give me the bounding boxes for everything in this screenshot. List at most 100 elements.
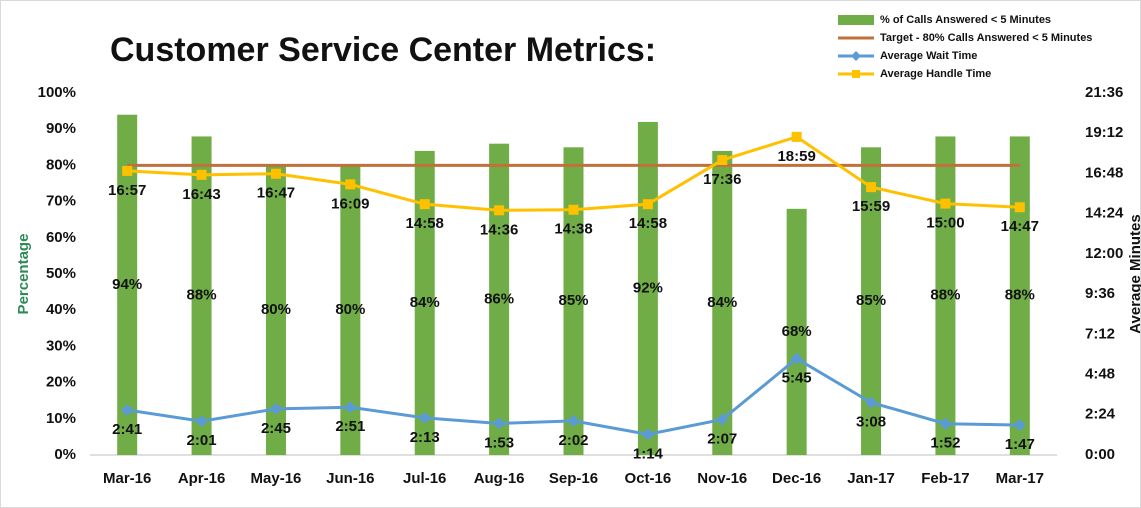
y-tick-label: 80% bbox=[46, 156, 76, 173]
point-marker bbox=[1014, 202, 1025, 213]
y-tick-label: 70% bbox=[46, 193, 76, 210]
chart-title: Customer Service Center Metrics: bbox=[110, 31, 656, 69]
y2-tick-label: 7:12 bbox=[1085, 325, 1115, 342]
bar bbox=[117, 114, 138, 455]
bar-value-label: 88% bbox=[1005, 287, 1035, 304]
point-marker bbox=[493, 417, 506, 430]
x-tick-label: May-16 bbox=[251, 470, 302, 487]
point-marker bbox=[270, 168, 281, 179]
y2-tick-label: 16:48 bbox=[1085, 164, 1123, 181]
x-tick-label: Jul-16 bbox=[403, 470, 446, 487]
y2-tick-label: 4:48 bbox=[1085, 366, 1115, 383]
point-value-label: 3:08 bbox=[856, 413, 886, 430]
point-marker bbox=[717, 155, 728, 166]
point-value-label: 15:00 bbox=[926, 215, 964, 232]
x-tick-label: Jun-16 bbox=[326, 470, 374, 487]
y-tick-label: 10% bbox=[46, 410, 76, 427]
point-value-label: 14:58 bbox=[406, 215, 444, 232]
point-value-label: 16:47 bbox=[257, 185, 295, 202]
legend-label: Target - 80% Calls Answered < 5 Minutes bbox=[880, 32, 1092, 44]
x-tick-label: Oct-16 bbox=[625, 470, 672, 487]
point-marker bbox=[344, 401, 357, 414]
bar bbox=[563, 147, 584, 456]
bar-value-label: 86% bbox=[484, 290, 514, 307]
legend-label: % of Calls Answered < 5 Minutes bbox=[880, 14, 1051, 26]
point-marker bbox=[790, 352, 803, 365]
point-value-label: 2:41 bbox=[112, 421, 142, 438]
bar bbox=[861, 147, 882, 456]
point-marker bbox=[567, 414, 580, 427]
x-tick-label: Dec-16 bbox=[772, 470, 821, 487]
point-value-label: 16:57 bbox=[108, 182, 146, 199]
bar-value-label: 88% bbox=[930, 287, 960, 304]
bar-value-label: 85% bbox=[856, 292, 886, 309]
y2-tick-label: 21:36 bbox=[1085, 84, 1123, 101]
point-value-label: 1:52 bbox=[930, 435, 960, 452]
bar-value-label: 85% bbox=[558, 292, 588, 309]
point-value-label: 1:14 bbox=[633, 445, 664, 462]
x-tick-label: Sep-16 bbox=[549, 470, 598, 487]
y2-tick-label: 19:12 bbox=[1085, 124, 1123, 141]
bar bbox=[414, 150, 435, 456]
bar bbox=[786, 208, 807, 455]
x-tick-label: Feb-17 bbox=[921, 470, 969, 487]
point-value-label: 14:58 bbox=[629, 215, 667, 232]
point-marker bbox=[641, 428, 654, 441]
point-marker bbox=[196, 169, 207, 180]
point-marker bbox=[494, 205, 505, 216]
point-marker bbox=[791, 131, 802, 142]
point-value-label: 16:43 bbox=[182, 186, 220, 203]
point-marker bbox=[716, 413, 729, 426]
bar bbox=[712, 150, 733, 456]
y2-tick-label: 2:24 bbox=[1085, 406, 1116, 423]
bar bbox=[265, 165, 286, 455]
bar bbox=[935, 136, 956, 455]
bar bbox=[191, 136, 212, 455]
bar-value-label: 84% bbox=[410, 294, 440, 311]
point-value-label: 2:51 bbox=[335, 418, 365, 435]
bar bbox=[489, 143, 510, 455]
point-value-label: 2:02 bbox=[558, 432, 588, 449]
point-value-label: 2:45 bbox=[261, 420, 291, 437]
point-marker bbox=[195, 415, 208, 428]
point-value-label: 2:13 bbox=[410, 429, 440, 446]
y-tick-label: 100% bbox=[38, 84, 76, 101]
point-value-label: 14:36 bbox=[480, 221, 518, 238]
bar-value-label: 94% bbox=[112, 276, 142, 293]
x-tick-label: Nov-16 bbox=[697, 470, 747, 487]
point-value-label: 5:45 bbox=[782, 370, 812, 387]
x-tick-label: Mar-17 bbox=[996, 470, 1044, 487]
point-value-label: 2:07 bbox=[707, 430, 737, 447]
point-value-label: 1:47 bbox=[1005, 436, 1035, 453]
point-marker bbox=[122, 165, 133, 176]
point-value-label: 15:59 bbox=[852, 198, 890, 215]
y2-tick-label: 0:00 bbox=[1085, 446, 1115, 463]
x-tick-label: Apr-16 bbox=[178, 470, 226, 487]
point-value-label: 17:36 bbox=[703, 171, 741, 188]
bar-value-label: 84% bbox=[707, 294, 737, 311]
point-value-label: 2:01 bbox=[187, 432, 217, 449]
point-marker bbox=[345, 179, 356, 190]
bar-value-label: 80% bbox=[261, 301, 291, 318]
point-marker bbox=[568, 204, 579, 215]
point-value-label: 16:09 bbox=[331, 195, 369, 212]
point-value-label: 18:59 bbox=[777, 148, 815, 165]
legend-marker bbox=[852, 70, 860, 78]
point-marker bbox=[418, 411, 431, 424]
point-marker bbox=[642, 199, 653, 210]
point-marker bbox=[865, 396, 878, 409]
legend-label: Average Wait Time bbox=[880, 50, 977, 62]
y-tick-label: 30% bbox=[46, 337, 76, 354]
point-value-label: 14:47 bbox=[1001, 218, 1039, 235]
x-tick-label: Aug-16 bbox=[474, 470, 525, 487]
point-marker bbox=[1013, 419, 1026, 432]
bar bbox=[1009, 136, 1030, 455]
point-marker bbox=[419, 199, 430, 210]
point-marker bbox=[866, 182, 877, 193]
legend-label: Average Handle Time bbox=[880, 68, 991, 80]
y-tick-label: 60% bbox=[46, 229, 76, 246]
x-tick-label: Jan-17 bbox=[847, 470, 895, 487]
bar bbox=[340, 165, 361, 455]
